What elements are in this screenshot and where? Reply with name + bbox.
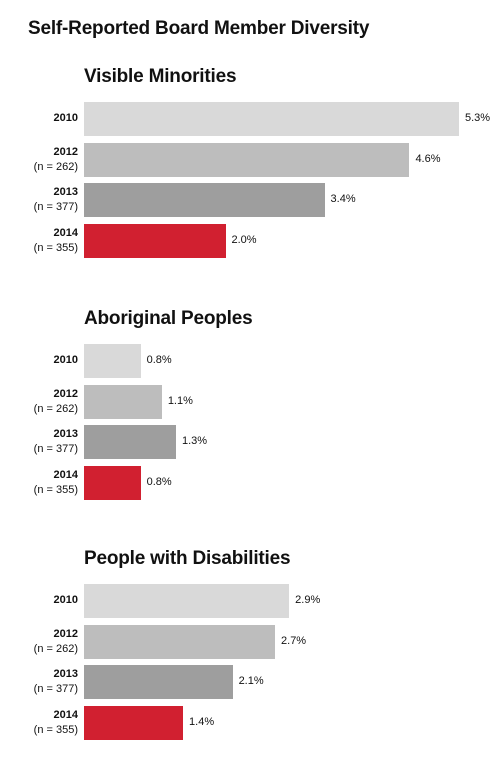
category-label: 2014 xyxy=(53,468,78,481)
category-sample-size: (n = 377) xyxy=(33,683,78,695)
category-sample-size: (n = 262) xyxy=(33,160,78,173)
bar-2014 xyxy=(84,705,184,740)
category-sample-size: (n = 377) xyxy=(33,201,78,213)
panel-title: Aboriginal Peoples xyxy=(84,308,253,329)
category-sample-size: (n = 262) xyxy=(33,642,78,655)
category-label: 2013 xyxy=(53,668,78,680)
bar-2010 xyxy=(84,584,290,618)
category-sample-size: (n = 355) xyxy=(33,723,78,736)
category-sample-size: (n = 355) xyxy=(33,483,78,496)
data-label: 0.8% xyxy=(146,475,172,488)
category-sample-size: (n = 377) xyxy=(33,443,78,455)
category-label: 2010 xyxy=(53,594,78,606)
chart-title: Self-Reported Board Member Diversity xyxy=(28,18,370,39)
data-label: 4.6% xyxy=(415,152,441,165)
data-label: 2.7% xyxy=(281,634,307,647)
data-label: 0.8% xyxy=(146,354,172,366)
category-label: 2012 xyxy=(53,145,78,158)
bar-2010 xyxy=(84,102,459,136)
category-label: 2012 xyxy=(53,627,78,640)
data-label: 1.1% xyxy=(167,394,193,407)
bar-2014 xyxy=(84,465,141,500)
category-label: 2010 xyxy=(53,112,78,124)
bar-2012 xyxy=(84,384,162,419)
panel-title: Visible Minorities xyxy=(84,66,237,87)
category-label: 2012 xyxy=(53,387,78,400)
category-label: 2013 xyxy=(53,186,78,198)
category-label: 2014 xyxy=(53,226,78,239)
category-label: 2010 xyxy=(53,354,78,366)
data-label: 5.3% xyxy=(464,112,491,124)
data-label: 3.4% xyxy=(330,193,356,205)
data-label: 2.1% xyxy=(238,675,264,687)
data-label: 2.0% xyxy=(231,233,257,246)
category-sample-size: (n = 355) xyxy=(33,241,78,254)
bar-2013 xyxy=(84,665,233,699)
bar-2014 xyxy=(84,223,226,258)
data-label: 2.9% xyxy=(295,594,321,606)
bar-2013 xyxy=(84,425,176,459)
category-label: 2014 xyxy=(53,708,78,721)
bar-2012 xyxy=(84,624,276,659)
panel-title: People with Disabilities xyxy=(84,548,291,569)
data-label: 1.4% xyxy=(189,715,215,728)
data-label: 1.3% xyxy=(181,435,208,447)
bar-2010 xyxy=(84,344,141,378)
category-sample-size: (n = 262) xyxy=(33,402,78,415)
bar-2013 xyxy=(84,183,325,217)
category-label: 2013 xyxy=(53,428,78,440)
bar-2012 xyxy=(84,142,410,177)
